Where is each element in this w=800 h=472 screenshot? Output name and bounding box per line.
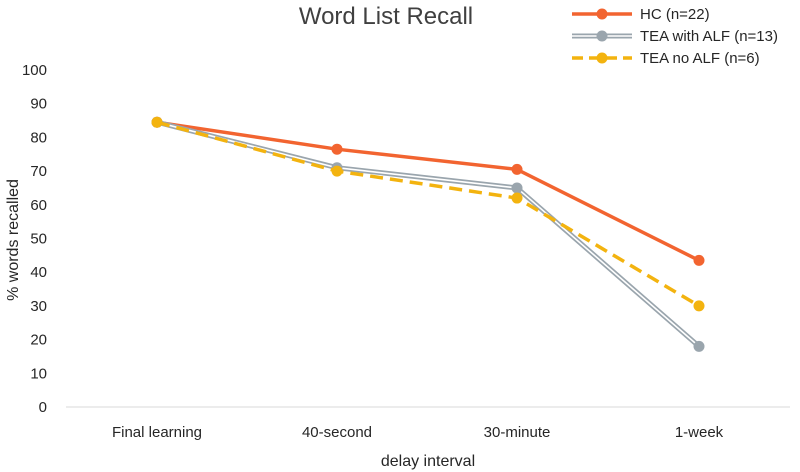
legend-item: HC (n=22) [572, 6, 710, 23]
series-line-inner [157, 122, 699, 346]
y-tick-label: 20 [30, 332, 47, 349]
y-tick-label: 100 [22, 62, 47, 79]
legend-label: TEA no ALF (n=6) [640, 50, 760, 67]
data-point [152, 117, 163, 128]
y-axis-label: % words recalled [5, 179, 22, 301]
x-tick-label: Final learning [112, 424, 202, 441]
y-tick-label: 90 [30, 96, 47, 113]
legend: HC (n=22) TEA with ALF (n=13) TEA no ALF (… [572, 6, 778, 67]
legend-marker [597, 31, 608, 42]
y-tick-label: 60 [30, 197, 47, 214]
chart-title: Word List Recall [299, 3, 473, 30]
legend-label: TEA with ALF (n=13) [640, 28, 778, 45]
x-tick-label: 30-minute [484, 424, 551, 441]
legend-item: TEA with ALF (n=13) [572, 28, 778, 45]
series-layer [152, 117, 705, 352]
x-axis-label: delay interval [381, 453, 475, 470]
data-point [694, 300, 705, 311]
x-tick-label: 1-week [675, 424, 724, 441]
data-point [332, 144, 343, 155]
y-tick-label: 0 [39, 399, 47, 416]
y-tick-label: 30 [30, 298, 47, 315]
data-point [512, 164, 523, 175]
series-line [157, 122, 699, 346]
data-point [332, 166, 343, 177]
legend-item: TEA no ALF (n=6) [572, 50, 760, 67]
y-tick-label: 40 [30, 264, 47, 281]
x-axis-ticks: Final learning 40-second 30-minute 1-week [112, 424, 724, 441]
legend-marker [597, 9, 608, 20]
y-tick-label: 10 [30, 365, 47, 382]
series-2 [152, 117, 705, 352]
y-tick-label: 50 [30, 231, 47, 248]
legend-label: HC (n=22) [640, 6, 710, 23]
data-point [694, 255, 705, 266]
legend-marker [597, 53, 608, 64]
series-1 [152, 117, 705, 266]
data-point [512, 182, 523, 193]
y-tick-label: 80 [30, 129, 47, 146]
data-point [512, 193, 523, 204]
data-point [694, 341, 705, 352]
x-tick-label: 40-second [302, 424, 372, 441]
y-tick-label: 70 [30, 163, 47, 180]
y-axis-ticks: 0 10 20 30 40 50 60 70 80 90 100 [22, 62, 47, 416]
